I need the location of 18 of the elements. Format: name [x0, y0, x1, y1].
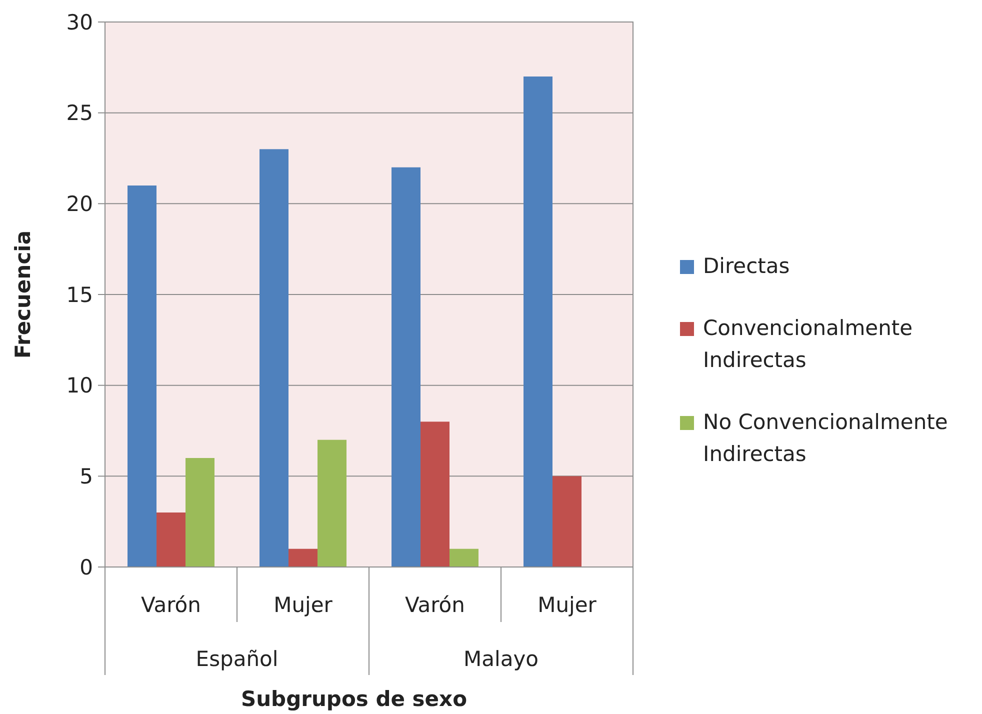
text: Español	[196, 647, 278, 671]
y-tick-label: 10	[66, 374, 93, 398]
x-tick-label: Mujer	[274, 593, 333, 617]
text: Malayo	[464, 647, 538, 671]
y-tick-label: 20	[66, 192, 93, 216]
x-tick-label: Varón	[141, 593, 201, 617]
y-tick-label: 5	[80, 464, 93, 489]
y-tick-label: 25	[66, 101, 93, 126]
y-axis-title: Frecuencia	[11, 230, 35, 359]
legend-label: Convencionalmente Indirectas	[703, 316, 913, 372]
y-tick-label: 30	[66, 10, 93, 34]
y-tick-label: 15	[66, 282, 93, 307]
x-tick-label: Varón	[405, 593, 465, 617]
x-tick-label: Mujer	[538, 593, 597, 617]
x-axis-title: Subgrupos de sexo	[240, 687, 468, 711]
legend-label: No Convencionalmente Indirectas	[703, 410, 948, 466]
y-tick-label: 0	[80, 555, 93, 580]
legend-label: Directas	[703, 254, 790, 278]
